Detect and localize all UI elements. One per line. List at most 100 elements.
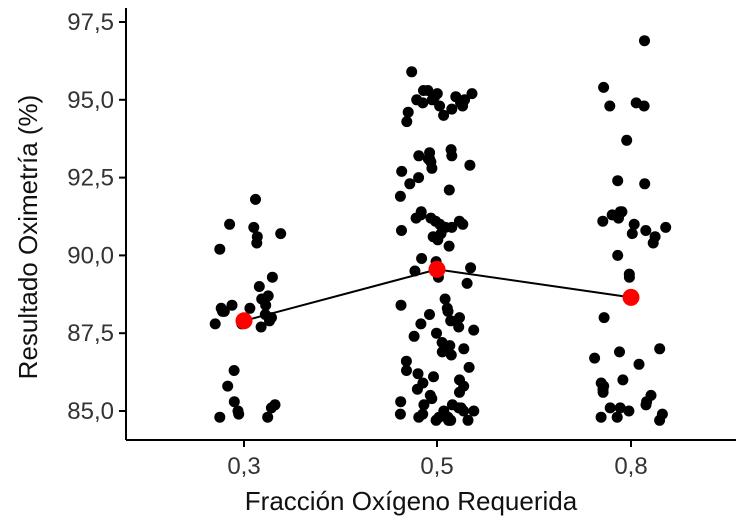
data-point	[446, 221, 458, 233]
data-point	[628, 218, 640, 230]
data-point	[262, 411, 274, 423]
data-point	[244, 302, 256, 314]
y-tick-label: 97,5	[67, 9, 114, 36]
data-point	[639, 178, 651, 190]
data-point	[411, 383, 423, 395]
data-point	[228, 365, 240, 376]
x-axis-title: Fracción Oxígeno Requerida	[245, 486, 578, 516]
data-point	[457, 100, 469, 112]
data-point	[458, 405, 470, 417]
data-point	[454, 386, 465, 398]
data-point	[597, 215, 609, 227]
data-point	[248, 221, 260, 233]
data-point	[209, 318, 221, 330]
data-point	[640, 225, 652, 236]
data-point	[426, 162, 438, 174]
data-point	[444, 340, 456, 352]
y-tick-label: 95,0	[67, 87, 114, 114]
data-point	[465, 262, 477, 274]
data-point	[443, 240, 455, 252]
data-point	[253, 281, 265, 292]
data-point	[612, 175, 624, 187]
data-point	[597, 386, 609, 398]
y-tick-label: 87,5	[67, 320, 114, 347]
data-point	[424, 309, 435, 320]
data-point	[418, 399, 430, 411]
data-point	[604, 100, 616, 112]
data-point	[468, 324, 480, 336]
data-point	[266, 271, 278, 283]
data-point	[621, 134, 633, 146]
data-point	[614, 346, 625, 358]
data-point	[260, 299, 272, 311]
data-point	[461, 277, 473, 289]
data-point	[426, 393, 438, 405]
data-point	[443, 414, 454, 426]
data-point	[613, 212, 624, 224]
data-point	[394, 408, 406, 420]
data-point	[426, 94, 438, 106]
data-point	[401, 116, 413, 128]
data-point	[462, 414, 474, 426]
data-point	[417, 97, 429, 109]
data-point	[394, 190, 406, 202]
data-point	[401, 365, 412, 376]
y-axis-title: Resultado Oximetría (%)	[13, 95, 43, 380]
data-point	[595, 411, 607, 423]
data-point	[395, 299, 407, 311]
data-point	[442, 305, 454, 317]
data-point	[430, 414, 442, 426]
data-point	[638, 100, 650, 112]
mean-point	[235, 312, 253, 330]
y-axis: 85,0 87,5 90,0 92,5 95,0 97,5	[67, 8, 127, 440]
y-tick-label: 85,0	[67, 398, 114, 425]
data-point	[611, 411, 623, 423]
data-point	[217, 305, 228, 317]
data-point	[416, 253, 428, 264]
points-layer	[209, 35, 672, 426]
data-point	[255, 321, 267, 333]
data-point	[224, 218, 236, 230]
data-point	[265, 402, 277, 414]
data-point	[623, 405, 635, 417]
data-point	[428, 371, 439, 383]
data-point	[626, 228, 638, 240]
data-point	[617, 374, 629, 386]
data-point	[463, 361, 475, 373]
data-point	[445, 349, 457, 361]
x-tick-label: 0,8	[614, 453, 647, 480]
data-point	[614, 402, 626, 414]
data-point	[633, 358, 645, 370]
data-point	[264, 315, 275, 327]
x-tick-label: 0,5	[420, 453, 453, 480]
data-point	[436, 346, 448, 358]
data-point	[214, 243, 226, 255]
data-point	[432, 234, 444, 246]
data-point	[410, 212, 422, 224]
data-point	[639, 35, 650, 47]
data-point	[396, 165, 408, 177]
data-point	[408, 330, 420, 342]
data-point	[431, 327, 442, 339]
data-point	[466, 88, 478, 100]
data-point	[654, 414, 666, 426]
data-point	[453, 321, 465, 333]
data-point	[604, 402, 616, 414]
data-point	[228, 396, 240, 408]
data-point	[413, 150, 425, 162]
data-point	[214, 411, 226, 423]
data-point	[402, 106, 414, 118]
data-point	[226, 299, 238, 311]
data-point	[445, 315, 457, 327]
data-point	[438, 109, 450, 121]
data-point	[404, 178, 416, 190]
data-point	[406, 66, 418, 78]
x-axis: 0,3 0,5 0,8	[126, 439, 736, 480]
data-point	[647, 237, 659, 249]
data-point	[439, 293, 451, 305]
data-point	[443, 184, 455, 196]
data-point	[434, 100, 446, 112]
data-point	[275, 228, 287, 240]
data-point	[446, 103, 458, 115]
